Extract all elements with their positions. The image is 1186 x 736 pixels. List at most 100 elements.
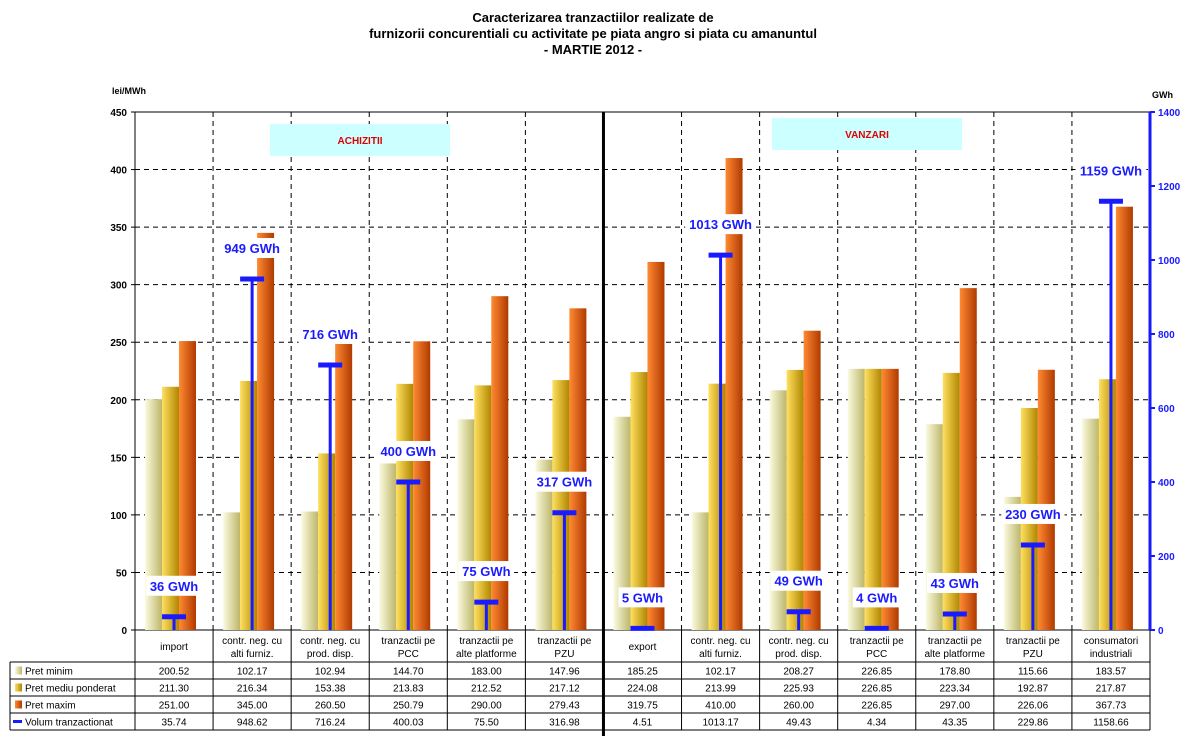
y-left-tick-label: 150 — [110, 453, 127, 464]
bar-pret-mediu — [318, 453, 336, 630]
table-cell-value: 183.57 — [1096, 667, 1127, 678]
bar-pret-minim — [1081, 418, 1099, 630]
bar-pret-maxim — [491, 296, 509, 630]
y-right-tick-label: 0 — [1158, 626, 1164, 637]
table-cell-value: 250.79 — [393, 701, 424, 712]
table-cell-value: 716.24 — [315, 718, 346, 729]
volume-label-bg — [927, 572, 983, 593]
category-label: prod. disp. — [775, 649, 822, 660]
table-cell-value: 213.99 — [705, 684, 736, 695]
legend-label: Volum tranzactionat — [25, 718, 113, 729]
category-label: import — [160, 642, 188, 653]
bar-pret-maxim — [335, 330, 353, 630]
bar-pret-minim — [691, 512, 709, 630]
volume-label-bg — [532, 471, 597, 492]
volume-label-bg — [458, 561, 515, 582]
legend-key-pret-maxim — [15, 700, 22, 709]
bar-pret-minim — [379, 463, 397, 630]
table-cell-value: 400.03 — [393, 718, 424, 729]
y-right-tick-label: 1200 — [1158, 182, 1181, 193]
category-label: PCC — [398, 649, 419, 660]
table-cell-value: 49.43 — [786, 718, 811, 729]
volume-label-bg — [1075, 160, 1147, 181]
table-cell-value: 260.50 — [315, 701, 346, 712]
table-cell-value: 290.00 — [471, 701, 502, 712]
bar-pret-mediu — [786, 369, 804, 630]
table-cell-value: 75.50 — [474, 718, 499, 729]
annotation-label-vanzari: VANZARI — [845, 130, 889, 141]
table-cell-value: 4.51 — [633, 718, 653, 729]
volume-label-bg — [1001, 503, 1065, 524]
table-cell-value: 102.17 — [237, 667, 268, 678]
table-cell-value: 217.87 — [1096, 684, 1127, 695]
bar-pret-minim — [145, 399, 162, 630]
bar-pret-mediu — [396, 383, 414, 630]
table-cell-value: 147.96 — [549, 667, 580, 678]
table-cell-value: 251.00 — [159, 701, 190, 712]
table-cell-value: 102.17 — [705, 667, 736, 678]
table-cell-value: 229.86 — [1018, 718, 1049, 729]
y-left-tick-label: 100 — [110, 511, 127, 522]
y-right-tick-label: 600 — [1158, 404, 1175, 415]
table-cell-value: 43.35 — [942, 718, 967, 729]
category-label: consumatori — [1084, 636, 1138, 647]
table-cell-value: 183.00 — [471, 667, 502, 678]
table-cell-value: 410.00 — [705, 701, 736, 712]
annotation-box-achizitii — [270, 124, 450, 156]
annotation-label-achizitii: ACHIZITII — [338, 136, 383, 147]
category-label: tranzactii pe — [537, 636, 591, 647]
bar-pret-mediu — [864, 368, 882, 630]
table-cell-value: 192.87 — [1018, 684, 1049, 695]
bar-pret-maxim — [959, 288, 977, 630]
volume-label-bg — [220, 238, 284, 259]
volume-label: 43 GWh — [931, 576, 979, 591]
bar-pret-maxim — [803, 330, 821, 630]
table-cell-value: 226.06 — [1018, 701, 1049, 712]
y-left-axis-title: lei/MWh — [112, 86, 146, 96]
y-left-tick-label: 200 — [110, 396, 127, 407]
table-cell-value: 213.83 — [393, 684, 424, 695]
table-cell-value: 102.94 — [315, 667, 346, 678]
bar-pret-mediu — [474, 385, 492, 630]
bar-pret-maxim — [1037, 369, 1055, 630]
bar-pret-minim — [223, 512, 241, 630]
table-cell-value: 115.66 — [1018, 667, 1048, 678]
bar-pret-minim — [769, 390, 787, 630]
category-label: tranzactii pe — [381, 636, 435, 647]
table-cell-value: 226.85 — [861, 684, 892, 695]
volume-label-bg — [770, 570, 827, 591]
table-cell-value: 316.98 — [549, 718, 580, 729]
category-label: PZU — [554, 649, 574, 660]
category-label: tranzactii pe — [1006, 636, 1060, 647]
table-cell-value: 319.75 — [627, 701, 658, 712]
volume-label: 317 GWh — [537, 475, 593, 490]
table-cell-value: 185.25 — [627, 667, 658, 678]
bar-pret-maxim — [413, 341, 431, 630]
volume-label: 36 GWh — [150, 579, 198, 594]
volume-label: 1159 GWh — [1080, 163, 1142, 178]
table-cell-value: 178.80 — [940, 667, 971, 678]
bar-pret-minim — [1003, 496, 1021, 630]
table-cell-value: 260.00 — [783, 701, 814, 712]
table-cell-value: 224.08 — [627, 684, 658, 695]
y-left-tick-label: 350 — [110, 223, 127, 234]
bar-pret-mediu — [630, 372, 648, 630]
category-label: contr. neg. cu — [691, 636, 751, 647]
y-left-tick-label: 450 — [110, 108, 127, 119]
bar-pret-minim — [301, 511, 319, 630]
y-left-tick-label: 250 — [110, 338, 127, 349]
bar-pret-mediu — [162, 386, 179, 630]
volume-label: 5 GWh — [622, 590, 663, 605]
legend-key-pret-mediu — [15, 683, 22, 692]
table-cell-value: 153.38 — [315, 684, 346, 695]
volume-label: 49 GWh — [774, 574, 822, 589]
category-label: PZU — [1023, 649, 1043, 660]
y-right-tick-label: 800 — [1158, 330, 1175, 341]
bar-pret-mediu — [942, 372, 960, 630]
chart-title-line-3: - MARTIE 2012 - — [543, 42, 643, 57]
table-cell-value: 1158.66 — [1093, 718, 1129, 729]
bar-pret-minim — [925, 424, 943, 630]
bar-pret-mediu — [552, 380, 570, 630]
table-cell-value: 4.34 — [867, 718, 887, 729]
y-right-axis-title: GWh — [1152, 90, 1173, 100]
